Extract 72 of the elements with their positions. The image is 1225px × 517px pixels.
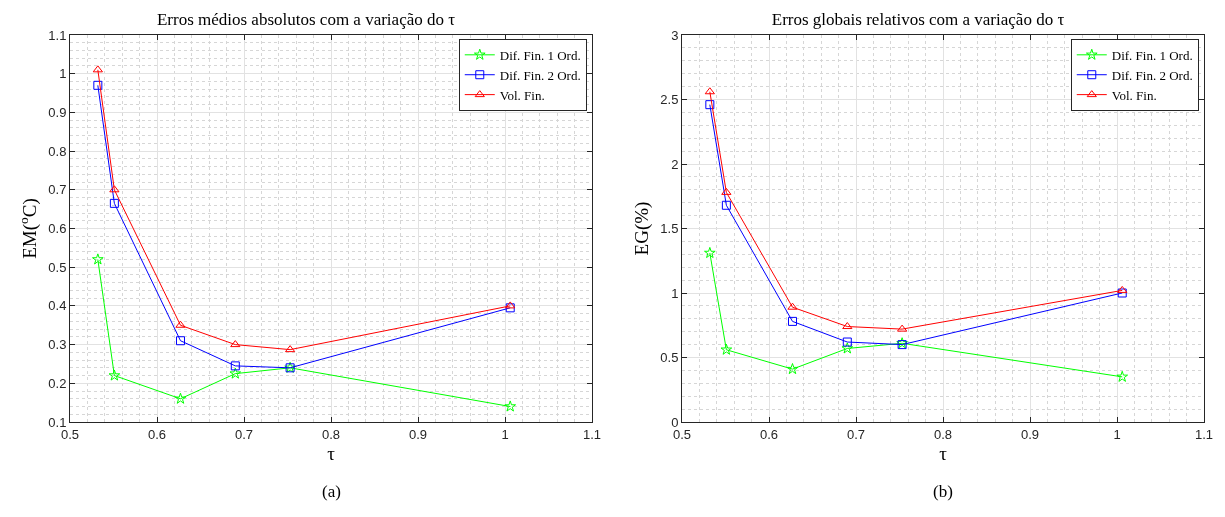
point: [841, 342, 854, 354]
point: [1116, 370, 1129, 382]
x-tick-label: 0.6: [759, 426, 779, 442]
point: [93, 80, 103, 90]
legend-label: Dif. Fin. 1 Ord.: [499, 47, 581, 63]
point: [230, 361, 240, 371]
y-tick-label: 0.7: [48, 182, 67, 198]
point: [92, 253, 104, 265]
legend-label: Dif. Fin. 2 Ord.: [499, 67, 581, 83]
chart-title: Erros globais relativos com a variação do τ: [771, 9, 1065, 29]
x-tick-label: 1: [1113, 426, 1121, 442]
x-axis-title: τ: [327, 443, 336, 465]
point: [787, 316, 797, 326]
x-tick-label: 0.9: [1020, 426, 1040, 442]
point: [842, 337, 852, 347]
y-tick-label: 0.4: [48, 298, 67, 314]
x-tick-label: 0.6: [147, 426, 167, 442]
point: [1117, 285, 1128, 293]
x-tick-label: 0.8: [933, 426, 953, 442]
y-tick-label: 1: [59, 66, 67, 82]
y-tick-label: 0.6: [48, 221, 67, 237]
y-tick-label: 1.5: [660, 221, 679, 237]
point: [175, 320, 186, 328]
point: [704, 246, 716, 259]
x-tick-label: 0.8: [321, 426, 341, 442]
y-tick-label: 0.8: [48, 143, 67, 159]
y-tick-label: 0.5: [660, 350, 679, 366]
legend-label: Vol. Fin.: [1111, 87, 1157, 103]
point: [787, 302, 798, 310]
y-tick-label: 1: [671, 285, 679, 301]
point: [786, 363, 799, 375]
x-tick-label: 1.1: [1194, 426, 1214, 442]
x-tick-label: 1: [501, 426, 509, 442]
point: [705, 100, 715, 110]
point: [174, 392, 187, 404]
point: [229, 367, 242, 379]
y-tick-label: 0: [671, 414, 679, 430]
x-tick-label: 0.7: [846, 426, 866, 442]
x-axis-title: τ: [939, 443, 948, 465]
point: [175, 336, 185, 346]
point: [230, 340, 241, 348]
point: [721, 200, 731, 210]
point: [109, 185, 120, 193]
chart-title: Erros médios absolutos com a variação do τ: [156, 9, 456, 29]
y-axis-title: EG(%): [631, 201, 654, 256]
point: [842, 322, 853, 330]
point: [108, 369, 121, 381]
x-tick-label: 1.1: [582, 426, 602, 442]
point: [109, 198, 119, 208]
text: (a): [322, 482, 341, 501]
point: [1117, 288, 1127, 298]
point: [504, 400, 517, 412]
point: [721, 187, 732, 195]
legend-label: Dif. Fin. 1 Ord.: [1111, 47, 1193, 63]
y-tick-label: 3: [671, 27, 679, 43]
x-tick-label: 0.9: [408, 426, 428, 442]
point: [505, 301, 516, 309]
legend-label: Dif. Fin. 2 Ord.: [1111, 67, 1193, 83]
y-tick-label: 0.2: [48, 375, 67, 391]
y-tick-label: 1.1: [48, 27, 67, 43]
point: [92, 65, 103, 73]
text: (b): [933, 482, 953, 501]
y-tick-label: 2: [671, 156, 679, 172]
y-tick-label: 2.5: [660, 92, 679, 108]
legend-label: Vol. Fin.: [499, 87, 545, 103]
y-tick-label: 0.9: [48, 104, 67, 120]
point: [505, 303, 515, 313]
y-tick-label: 0.5: [48, 259, 67, 275]
y-tick-label: 0.3: [48, 337, 67, 353]
x-tick-label: 0.7: [234, 426, 254, 442]
point: [704, 87, 715, 95]
point: [720, 343, 733, 355]
